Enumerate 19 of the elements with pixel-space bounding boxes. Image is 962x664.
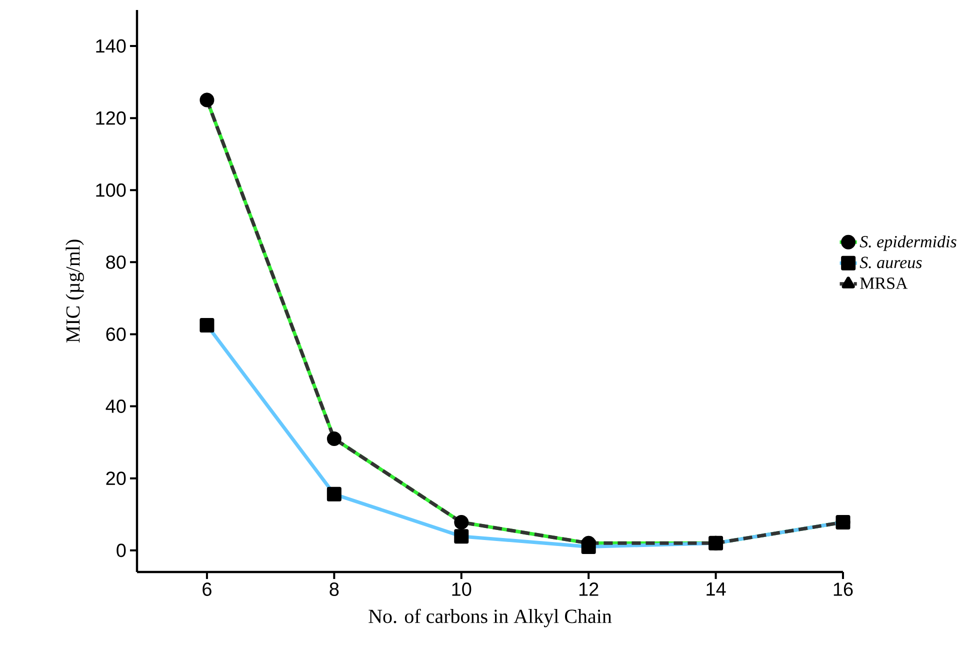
- y-tick-label: 120: [96, 111, 126, 125]
- x-axis-title: No. of carbons in Alkyl Chain: [368, 608, 612, 628]
- x-tick-label: 14: [706, 582, 726, 596]
- y-tick-label: 40: [106, 400, 126, 413]
- x-tick-label: 16: [834, 582, 853, 596]
- x-tick-label: 8: [330, 582, 339, 596]
- legend-label: S. aureus: [860, 256, 922, 268]
- y-tick-label: 60: [106, 327, 126, 341]
- y-tick-label: 140: [96, 39, 126, 53]
- y-tick-label: 100: [96, 183, 126, 197]
- y-tick-label: 0: [116, 544, 126, 558]
- legend-label: S. epidermidis: [860, 235, 956, 251]
- x-tick-label: 6: [202, 582, 212, 596]
- y-axis-title: MIC (µg/ml): [66, 240, 84, 343]
- x-tick-label: 12: [579, 582, 598, 596]
- legend-label: MRSA: [860, 278, 908, 289]
- x-tick-label: 10: [452, 582, 472, 596]
- y-tick-label: 20: [106, 472, 126, 486]
- y-tick-label: 80: [106, 255, 126, 269]
